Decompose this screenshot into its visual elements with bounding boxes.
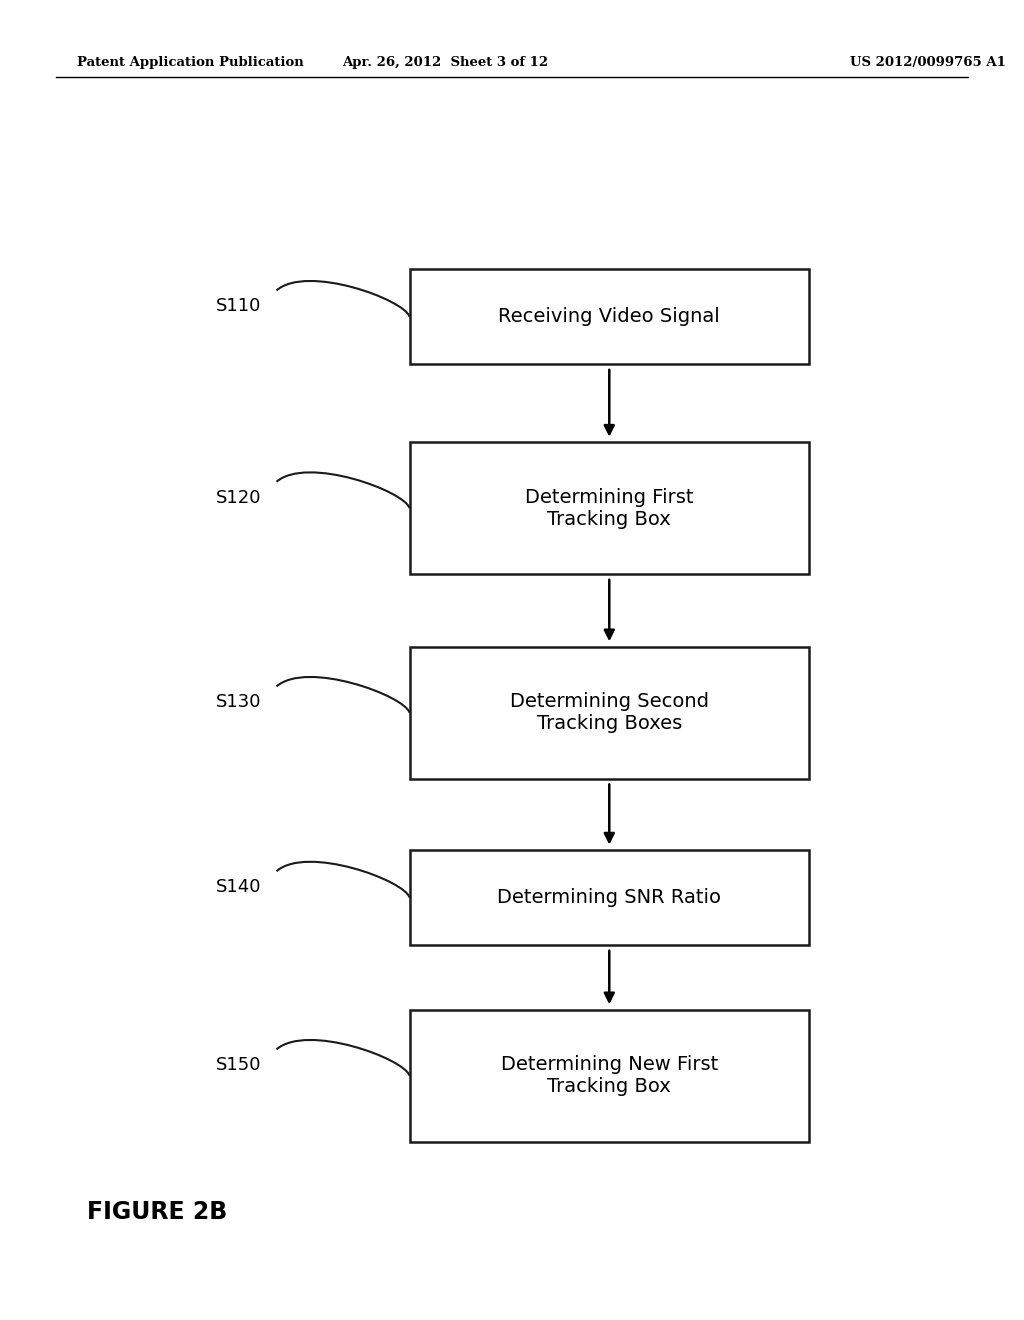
Text: Determining New First
Tracking Box: Determining New First Tracking Box — [501, 1055, 718, 1097]
Bar — [410, 850, 809, 945]
Text: Determining SNR Ratio: Determining SNR Ratio — [498, 888, 721, 907]
Text: S120: S120 — [216, 488, 261, 507]
Text: Determining Second
Tracking Boxes: Determining Second Tracking Boxes — [510, 692, 709, 734]
Text: S140: S140 — [216, 878, 261, 896]
Text: Determining First
Tracking Box: Determining First Tracking Box — [525, 487, 693, 529]
Bar — [410, 269, 809, 364]
Text: Apr. 26, 2012  Sheet 3 of 12: Apr. 26, 2012 Sheet 3 of 12 — [342, 55, 549, 69]
Bar — [410, 647, 809, 779]
Text: S150: S150 — [216, 1056, 261, 1074]
Bar — [410, 442, 809, 574]
Bar — [410, 1010, 809, 1142]
Text: S130: S130 — [216, 693, 261, 711]
Text: Patent Application Publication: Patent Application Publication — [77, 55, 303, 69]
Text: S110: S110 — [216, 297, 261, 315]
Text: FIGURE 2B: FIGURE 2B — [87, 1200, 227, 1224]
Text: Receiving Video Signal: Receiving Video Signal — [499, 308, 720, 326]
Text: US 2012/0099765 A1: US 2012/0099765 A1 — [850, 55, 1006, 69]
